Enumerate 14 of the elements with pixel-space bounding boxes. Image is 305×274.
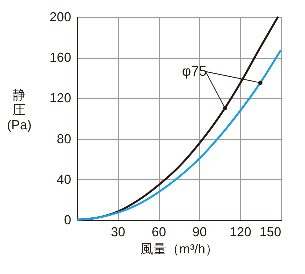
x-tick-label: 90	[192, 224, 208, 240]
x-tick-label: 150	[260, 224, 282, 240]
y-tick-label: 0	[64, 212, 72, 228]
y-tick-label: 200	[50, 10, 72, 24]
y-tick-label: 80	[57, 131, 72, 146]
x-tick-label: 60	[152, 224, 166, 240]
y-tick-label: 40	[57, 172, 72, 187]
y-tick-label: 160	[50, 50, 72, 66]
y-axis-title: 静圧(Pa)	[7, 88, 32, 132]
x-tick-label: 120	[230, 224, 252, 240]
y-tick-label: 120	[50, 90, 72, 106]
x-axis-title: 風量（m³/h）	[140, 242, 218, 256]
annotation: φ75	[182, 62, 208, 79]
x-tick-label: 30	[111, 224, 126, 240]
